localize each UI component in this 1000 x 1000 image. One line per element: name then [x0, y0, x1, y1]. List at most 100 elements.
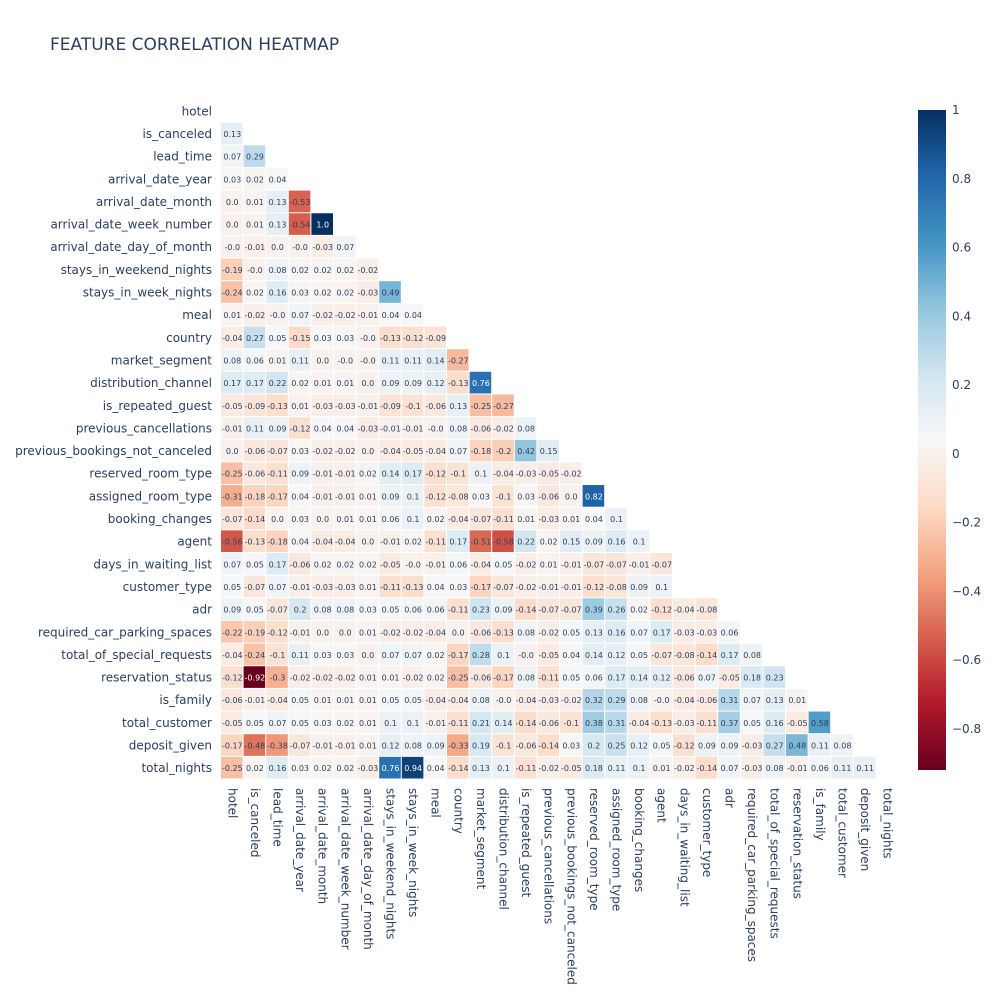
cell-value-label: 0.07: [449, 447, 467, 456]
heatmap-cell: [514, 666, 537, 688]
y-tick-label: country: [166, 331, 212, 345]
cell-value-label: 0.05: [562, 674, 580, 683]
cell-value-label: 0.01: [314, 379, 332, 388]
heatmap-cell: [311, 666, 333, 688]
cell-value-label: 0.1: [497, 764, 510, 773]
heatmap-cell: [424, 485, 446, 507]
cell-value-label: 0.09: [585, 538, 603, 547]
heatmap-cell: [763, 734, 785, 756]
heatmap-cell: [763, 666, 785, 688]
cell-value-label: -0.02: [403, 628, 424, 637]
cell-value-label: -0.08: [448, 492, 469, 501]
heatmap-cell: [605, 507, 627, 530]
cell-value-label: -0.06: [471, 674, 492, 683]
cell-value-label: 0.05: [630, 651, 648, 660]
y-tick-label: hotel: [182, 104, 212, 118]
cell-value-label: -0.17: [471, 583, 492, 592]
y-tick-label: deposit_given: [129, 739, 212, 753]
cell-value-label: -0.11: [493, 515, 514, 524]
heatmap-cell: [401, 530, 424, 552]
heatmap-cell: [311, 394, 333, 417]
heatmap-cell: [288, 371, 311, 394]
heatmap-cell: [763, 711, 785, 734]
x-tick-label: is_canceled: [248, 788, 262, 857]
cell-value-label: 1.0: [316, 221, 329, 230]
cell-value-label: -0.25: [448, 674, 469, 683]
y-tick-label: is_repeated_guest: [103, 399, 213, 413]
cell-value-label: -0.04: [516, 696, 537, 705]
heatmap-cell: [469, 530, 492, 552]
heatmap-cell: [356, 734, 379, 756]
x-tick-label: booking_changes: [632, 788, 646, 892]
heatmap-cell: [266, 417, 288, 439]
cell-value-label: -0.01: [380, 538, 401, 547]
heatmap-cell: [379, 485, 401, 507]
heatmap-cell: [560, 553, 582, 575]
cell-value-label: 0.08: [336, 606, 354, 615]
cell-value-label: -0.06: [697, 696, 718, 705]
cell-value-label: -0.02: [674, 764, 695, 773]
cell-value-label: 0.09: [404, 379, 422, 388]
heatmap-cell: [424, 530, 446, 552]
cell-value-label: 0.03: [291, 515, 309, 524]
cell-value-label: -0.14: [697, 764, 718, 773]
cell-value-label: 0.02: [427, 674, 445, 683]
x-tick-label: customer_type: [700, 788, 714, 877]
heatmap-cell: [288, 303, 311, 326]
cell-value-label: 0.03: [291, 289, 309, 298]
cell-value-label: -0.05: [403, 447, 424, 456]
cell-value-label: -0.05: [222, 402, 243, 411]
cell-value-label: -0.02: [516, 583, 537, 592]
cell-value-label: 0.01: [359, 492, 377, 501]
heatmap-cell: [288, 258, 311, 281]
x-tick-label: reservation_status: [790, 788, 804, 899]
y-tick-label: arrival_date_year: [108, 172, 212, 186]
cell-value-label: -0.27: [493, 402, 514, 411]
heatmap-cell: [424, 326, 446, 349]
cell-value-label: 0.02: [314, 560, 332, 569]
heatmap-cell: [266, 620, 288, 643]
heatmap-cell: [718, 688, 740, 711]
heatmap-cell: [311, 688, 333, 711]
cell-value-label: -0.03: [335, 402, 356, 411]
heatmap-cell: [311, 213, 333, 235]
cell-value-label: 0.12: [653, 674, 671, 683]
heatmap-cell: [560, 688, 582, 711]
heatmap-cell: [221, 190, 243, 213]
heatmap-cell: [356, 756, 379, 779]
cell-value-label: 0.08: [517, 424, 535, 433]
cell-value-label: -0.03: [538, 696, 559, 705]
colorbar-tick-label: −0.8: [952, 722, 981, 736]
heatmap-cell: [537, 553, 559, 575]
heatmap-cell: [447, 666, 469, 688]
cell-value-label: 0.06: [449, 560, 467, 569]
heatmap-cell: [356, 643, 379, 666]
heatmap-cell: [424, 349, 446, 371]
heatmap-cell: [266, 688, 288, 711]
heatmap-cell: [243, 756, 266, 779]
cell-value-label: -0.13: [380, 334, 401, 343]
cell-value-label: 0.07: [269, 719, 287, 728]
cell-value-label: -0.03: [312, 402, 333, 411]
heatmap-cell: [311, 553, 333, 575]
cell-value-label: -0.01: [335, 492, 356, 501]
cell-value-label: -0.14: [516, 719, 537, 728]
cell-value-label: -0.25: [471, 402, 492, 411]
heatmap-cell: [447, 620, 469, 643]
heatmap-cell: [560, 507, 582, 530]
x-tick-label: required_car_parking_spaces: [745, 788, 759, 962]
y-tick-label: arrival_date_week_number: [50, 218, 212, 232]
cell-value-label: -0.01: [335, 470, 356, 479]
heatmap-cell: [266, 530, 288, 552]
cell-value-label: 0.03: [562, 742, 580, 751]
heatmap-cell: [469, 598, 492, 620]
cell-value-label: 0.13: [269, 221, 287, 230]
heatmap-cell: [673, 598, 695, 620]
cell-value-label: -0.17: [448, 651, 469, 660]
cell-value-label: 0.28: [472, 651, 490, 660]
heatmap-cell: [221, 167, 243, 190]
heatmap-cell: [537, 688, 559, 711]
cell-value-label: 0.13: [449, 402, 467, 411]
cell-value-label: -0.01: [290, 583, 311, 592]
heatmap-cell: [537, 598, 559, 620]
